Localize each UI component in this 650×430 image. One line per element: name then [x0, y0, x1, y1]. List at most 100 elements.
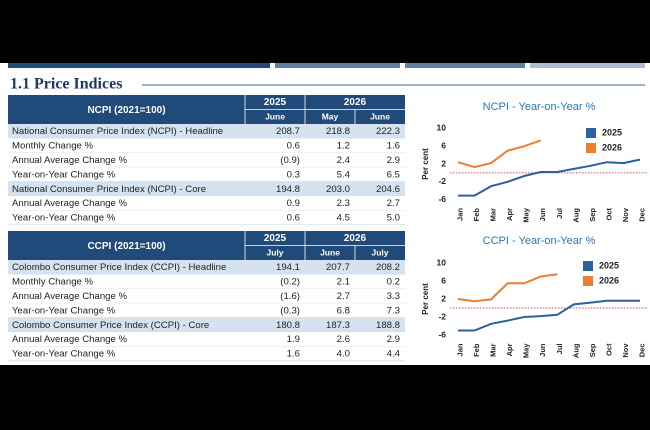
- y-tick-label: 2: [441, 293, 446, 303]
- legend-swatch: [583, 261, 593, 271]
- cell-value: 1.2: [337, 141, 350, 152]
- month-label: June: [320, 247, 340, 257]
- tab-bar: [8, 63, 270, 68]
- series-line: [457, 139, 542, 169]
- y-tick-label: -2: [438, 176, 446, 186]
- row-label: Year-on-Year Change %: [12, 213, 116, 224]
- x-tick-label: Dec: [637, 344, 646, 358]
- cell-value: 7.3: [387, 305, 400, 316]
- month-label: June: [265, 111, 285, 121]
- legend-label: 2026: [599, 275, 619, 285]
- row-label: National Consumer Price Index (NCPI) - H…: [12, 126, 223, 137]
- cell-value: 1.9: [287, 334, 300, 345]
- x-tick-label: May: [522, 207, 531, 222]
- cell-value: 208.2: [376, 262, 400, 273]
- x-tick-label: Jun: [538, 208, 547, 222]
- legend-swatch: [586, 143, 596, 153]
- y-tick-label: 10: [437, 257, 447, 267]
- x-tick-label: May: [522, 343, 531, 358]
- cell-value: 1.6: [387, 141, 400, 152]
- table-row: [8, 332, 405, 347]
- legend-label: 2025: [602, 127, 622, 137]
- y-tick-label: -2: [438, 311, 446, 321]
- section-row: [8, 124, 405, 139]
- row-label: Annual Average Change %: [12, 291, 128, 302]
- cell-value: 207.7: [326, 262, 350, 273]
- cell-value: (0.3): [280, 305, 300, 316]
- cell-value: 2.1: [337, 277, 350, 288]
- cell-value: 187.3: [326, 320, 350, 331]
- row-label: National Consumer Price Index (NCPI) - C…: [12, 184, 206, 195]
- table-row: [8, 346, 405, 361]
- row-label: Year-on-Year Change %: [12, 349, 116, 360]
- year-label: 2025: [264, 233, 287, 244]
- table-row: [8, 138, 405, 153]
- content: NCPI (2021=100) 2025 June 2026 May June Nation…: [8, 95, 648, 362]
- row-label: Annual Average Change %: [12, 334, 128, 345]
- chart-title: NCPI - Year-on-Year %: [483, 101, 596, 113]
- cell-value: 6.5: [387, 169, 400, 180]
- cell-value: 180.8: [276, 320, 300, 331]
- cell-value: 222.3: [376, 126, 400, 137]
- y-tick-label: 10: [437, 123, 447, 133]
- cell-value: 4.0: [337, 349, 350, 360]
- cell-value: 204.6: [376, 184, 400, 195]
- cell-value: 203.0: [326, 184, 350, 195]
- x-tick-label: Oct: [604, 343, 613, 356]
- row-label: Year-on-Year Change %: [12, 169, 116, 180]
- series-line: [458, 158, 641, 197]
- x-tick-label: Nov: [621, 343, 630, 358]
- cell-value: (0.2): [280, 277, 300, 288]
- year-label: 2026: [344, 233, 367, 244]
- x-tick-label: Dec: [637, 208, 646, 222]
- row-label: Monthly Change %: [12, 277, 94, 288]
- table-row: [8, 288, 405, 304]
- bottom-band: [0, 365, 650, 430]
- cell-value: 4.5: [337, 213, 350, 224]
- table-header-label: NCPI (2021=100): [87, 105, 165, 116]
- table-row: [8, 152, 405, 168]
- cell-value: 1.6: [287, 349, 300, 360]
- table-row: [8, 274, 405, 289]
- x-tick-label: Feb: [472, 343, 481, 357]
- cell-value: 208.7: [276, 126, 300, 137]
- series-line: [458, 299, 640, 332]
- section-row: [8, 317, 405, 332]
- section-row: [8, 181, 405, 196]
- chart-title: CCPI - Year-on-Year %: [483, 235, 596, 247]
- row-label: Monthly Change %: [12, 141, 94, 152]
- x-tick-label: Feb: [472, 208, 481, 222]
- x-tick-label: Jan: [455, 343, 464, 356]
- y-tick-label: 6: [441, 140, 446, 150]
- x-tick-label: Jul: [555, 344, 564, 355]
- year-label: 2026: [344, 97, 367, 108]
- cell-value: 0.3: [287, 169, 300, 180]
- cell-value: 194.1: [276, 262, 300, 273]
- month-label: July: [371, 247, 388, 257]
- cell-value: 0.2: [387, 277, 400, 288]
- table-header-label: CCPI (2021=100): [87, 241, 165, 252]
- cell-value: 6.8: [337, 305, 350, 316]
- y-tick-label: 6: [441, 275, 446, 285]
- cell-value: 2.6: [337, 334, 350, 345]
- cell-value: 2.9: [387, 155, 400, 166]
- legend-swatch: [583, 276, 593, 286]
- cell-value: 218.8: [326, 126, 350, 137]
- cell-value: 2.9: [387, 334, 400, 345]
- cell-value: 2.4: [337, 155, 351, 166]
- cell-value: (0.9): [280, 155, 300, 166]
- cell-value: 2.3: [337, 198, 350, 209]
- table-row: [8, 303, 405, 318]
- cell-value: 188.8: [376, 320, 400, 331]
- x-tick-label: Mar: [489, 208, 498, 221]
- section-row: [8, 260, 405, 275]
- x-tick-label: Apr: [505, 343, 514, 356]
- x-tick-label: Aug: [571, 208, 580, 223]
- y-axis-label: Per cent: [421, 148, 430, 180]
- table-row: [8, 167, 405, 182]
- x-tick-label: Jun: [538, 343, 547, 357]
- y-tick-label: -6: [438, 194, 446, 204]
- series-line: [457, 273, 558, 303]
